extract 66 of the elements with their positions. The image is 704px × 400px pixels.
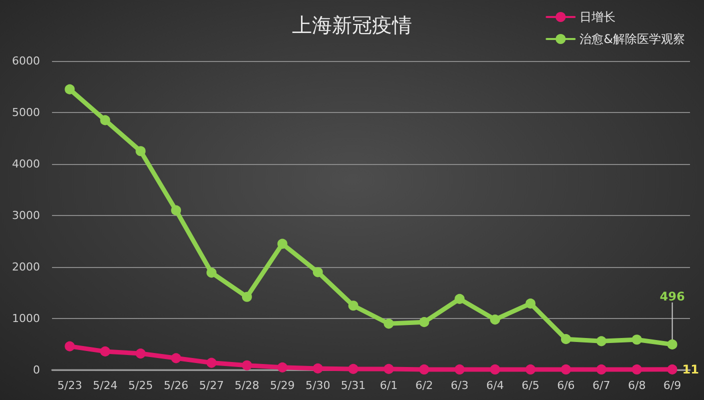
point (454, 294, 465, 304)
x-tick-label: 6/2 (415, 379, 434, 392)
x-tick-label: 6/3 (450, 379, 468, 392)
y-tick-label: 2000 (12, 260, 40, 274)
x-tick-label: 5/28 (234, 379, 260, 392)
x-tick-label: 6/8 (628, 379, 646, 392)
x-tick-label: 5/23 (57, 379, 82, 392)
y-tick-label: 3000 (12, 209, 40, 222)
point (384, 318, 394, 329)
y-tick-label: 1000 (12, 312, 40, 325)
point (560, 364, 571, 374)
point (419, 317, 430, 328)
data-label: 11 (682, 362, 699, 376)
x-tick-label: 6/5 (522, 379, 540, 392)
point (206, 358, 216, 368)
point (526, 298, 536, 309)
point (454, 364, 465, 374)
y-tick-label: 4000 (12, 158, 40, 170)
x-tick-label: 5/29 (270, 379, 295, 392)
point (136, 146, 146, 156)
legend-label: 治愈&解除医学观察 (580, 32, 685, 46)
point (242, 292, 252, 302)
point (136, 348, 146, 359)
point (277, 362, 288, 372)
point (560, 334, 571, 344)
point (312, 363, 323, 374)
x-tick-label: 6/9 (663, 379, 682, 392)
point (596, 364, 606, 374)
x-tick-label: 6/6 (557, 379, 575, 392)
x-tick-label: 6/4 (486, 379, 504, 392)
y-tick-label: 5000 (12, 106, 40, 119)
x-tick-label: 5/30 (305, 379, 330, 392)
point (490, 314, 500, 325)
y-tick-label: 6000 (12, 54, 40, 68)
point (242, 360, 252, 370)
x-tick-label: 5/25 (128, 379, 153, 392)
point (526, 364, 536, 374)
x-tick-label: 5/27 (199, 379, 224, 392)
point (206, 268, 216, 278)
point (596, 336, 606, 346)
point (100, 115, 110, 126)
point (277, 238, 288, 249)
point (348, 300, 358, 311)
point (667, 364, 678, 374)
point (632, 364, 642, 374)
point (384, 364, 394, 374)
point (64, 341, 75, 352)
x-tick-label: 5/26 (164, 379, 188, 392)
x-tick-label: 6/7 (592, 379, 610, 392)
y-tick-label: 0 (33, 364, 40, 376)
x-tick-label: 5/31 (340, 379, 366, 392)
point (100, 346, 110, 356)
x-tick-label: 6/1 (380, 379, 398, 392)
point (419, 364, 430, 374)
data-label: 496 (660, 289, 685, 304)
point (632, 334, 642, 345)
point (490, 364, 500, 374)
x-tick-label: 5/24 (92, 379, 118, 392)
chart-title: 上海新冠疫情 (292, 13, 412, 37)
point (312, 267, 323, 278)
point (667, 339, 678, 350)
point (171, 353, 182, 364)
legend-label: 日增长 (580, 10, 616, 24)
point (348, 364, 358, 374)
point (171, 205, 182, 216)
point (64, 84, 75, 94)
